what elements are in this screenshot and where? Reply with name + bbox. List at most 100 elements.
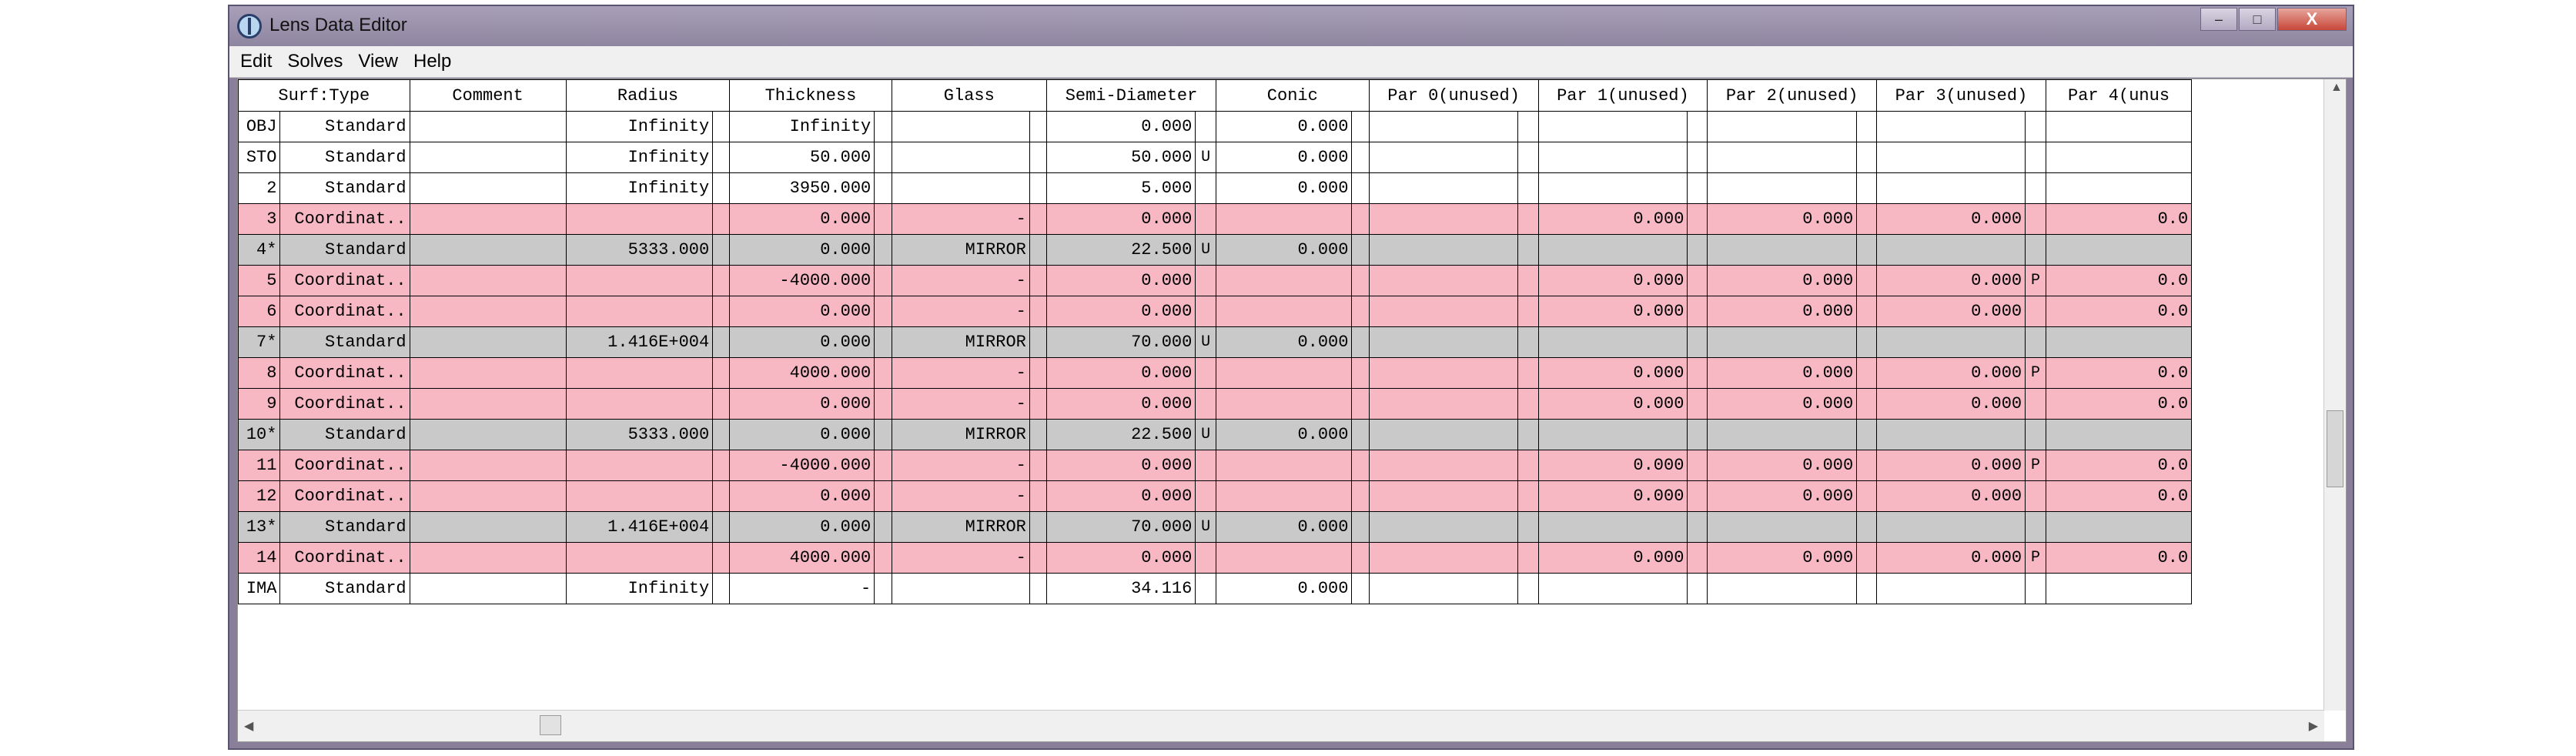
conic-solve-cell[interactable] bbox=[1351, 296, 1370, 327]
par0-cell[interactable] bbox=[1368, 542, 1519, 574]
semi-diameter-cell[interactable]: 0.000 bbox=[1046, 296, 1196, 327]
conic-solve-cell[interactable] bbox=[1351, 111, 1370, 142]
par2-cell[interactable]: 0.000 bbox=[1707, 203, 1858, 235]
conic-solve-cell[interactable] bbox=[1351, 142, 1370, 173]
menu-edit[interactable]: Edit bbox=[240, 51, 273, 72]
glass-solve-cell[interactable] bbox=[1029, 480, 1048, 512]
radius-cell[interactable]: 1.416E+004 bbox=[565, 511, 714, 543]
par3-solve-cell[interactable] bbox=[2025, 172, 2046, 204]
par2-solve-cell[interactable] bbox=[1856, 388, 1878, 420]
radius-solve-cell[interactable] bbox=[712, 573, 731, 604]
comment-cell[interactable] bbox=[409, 142, 567, 173]
par2-cell[interactable]: 0.000 bbox=[1707, 480, 1858, 512]
par3-cell[interactable] bbox=[1876, 172, 2026, 204]
par3-cell[interactable]: 0.000 bbox=[1876, 542, 2026, 574]
glass-cell[interactable]: MIRROR bbox=[891, 326, 1030, 358]
semi-diameter-solve-cell[interactable] bbox=[1195, 480, 1216, 512]
glass-solve-cell[interactable] bbox=[1029, 419, 1048, 450]
semi-diameter-cell[interactable]: 34.116 bbox=[1046, 573, 1196, 604]
radius-solve-cell[interactable] bbox=[712, 142, 731, 173]
par1-cell[interactable]: 0.000 bbox=[1537, 296, 1688, 327]
semi-diameter-solve-cell[interactable] bbox=[1195, 172, 1216, 204]
surface-type-cell[interactable]: Coordinat.. bbox=[279, 542, 410, 574]
par1-cell[interactable] bbox=[1537, 326, 1688, 358]
glass-cell[interactable]: - bbox=[891, 388, 1030, 420]
radius-cell[interactable] bbox=[565, 357, 714, 389]
par0-cell[interactable] bbox=[1368, 573, 1519, 604]
scroll-left-arrow-icon[interactable]: ◀ bbox=[244, 720, 254, 733]
par3-solve-cell[interactable]: P bbox=[2025, 357, 2046, 389]
par4-cell[interactable] bbox=[2045, 511, 2193, 543]
semi-diameter-cell[interactable]: 0.000 bbox=[1046, 111, 1196, 142]
par2-solve-cell[interactable] bbox=[1856, 419, 1878, 450]
par2-solve-cell[interactable] bbox=[1856, 573, 1878, 604]
semi-diameter-cell[interactable]: 0.000 bbox=[1046, 388, 1196, 420]
menu-view[interactable]: View bbox=[358, 51, 398, 72]
par2-solve-cell[interactable] bbox=[1856, 326, 1878, 358]
par3-solve-cell[interactable] bbox=[2025, 111, 2046, 142]
par1-cell[interactable]: 0.000 bbox=[1537, 542, 1688, 574]
surf-number-cell[interactable]: 2 bbox=[238, 172, 281, 204]
surf-number-cell[interactable]: 12 bbox=[238, 480, 281, 512]
radius-cell[interactable] bbox=[565, 480, 714, 512]
conic-cell[interactable] bbox=[1215, 357, 1353, 389]
radius-solve-cell[interactable] bbox=[712, 296, 731, 327]
par4-cell[interactable]: 0.0 bbox=[2045, 296, 2193, 327]
conic-cell[interactable]: 0.000 bbox=[1215, 511, 1353, 543]
par2-cell[interactable]: 0.000 bbox=[1707, 357, 1858, 389]
glass-solve-cell[interactable] bbox=[1029, 511, 1048, 543]
par1-solve-cell[interactable] bbox=[1687, 573, 1708, 604]
surf-number-cell[interactable]: 11 bbox=[238, 450, 281, 481]
glass-cell[interactable]: MIRROR bbox=[891, 419, 1030, 450]
thickness-solve-cell[interactable] bbox=[874, 111, 892, 142]
thickness-solve-cell[interactable] bbox=[874, 357, 892, 389]
par1-solve-cell[interactable] bbox=[1687, 296, 1708, 327]
par3-cell[interactable] bbox=[1876, 511, 2026, 543]
par1-solve-cell[interactable] bbox=[1687, 326, 1708, 358]
header-glass[interactable]: Glass bbox=[891, 79, 1048, 112]
par2-solve-cell[interactable] bbox=[1856, 511, 1878, 543]
conic-cell[interactable]: 0.000 bbox=[1215, 142, 1353, 173]
glass-cell[interactable]: MIRROR bbox=[891, 234, 1030, 266]
surface-type-cell[interactable]: Standard bbox=[279, 142, 410, 173]
surface-row[interactable]: 2 Standard Infinity 3950.000 5.000 0.000 bbox=[238, 172, 2324, 204]
thickness-cell[interactable]: -4000.000 bbox=[729, 450, 875, 481]
conic-cell[interactable]: 0.000 bbox=[1215, 573, 1353, 604]
surface-type-cell[interactable]: Coordinat.. bbox=[279, 296, 410, 327]
thickness-cell[interactable]: 0.000 bbox=[729, 388, 875, 420]
thickness-solve-cell[interactable] bbox=[874, 450, 892, 481]
par3-cell[interactable]: 0.000 bbox=[1876, 203, 2026, 235]
conic-cell[interactable] bbox=[1215, 203, 1353, 235]
semi-diameter-solve-cell[interactable] bbox=[1195, 542, 1216, 574]
thickness-cell[interactable]: -4000.000 bbox=[729, 265, 875, 296]
vertical-scrollbar[interactable]: ▲ bbox=[2323, 79, 2346, 711]
surface-row[interactable]: 3 Coordinat.. 0.000-0.000 0.000 0.000 0.000 0.… bbox=[238, 203, 2324, 235]
par2-solve-cell[interactable] bbox=[1856, 111, 1878, 142]
surface-row[interactable]: 6 Coordinat.. 0.000-0.000 0.000 0.000 0.000 0.… bbox=[238, 296, 2324, 327]
glass-solve-cell[interactable] bbox=[1029, 573, 1048, 604]
semi-diameter-solve-cell[interactable] bbox=[1195, 388, 1216, 420]
conic-cell[interactable] bbox=[1215, 450, 1353, 481]
radius-solve-cell[interactable] bbox=[712, 388, 731, 420]
par4-cell[interactable] bbox=[2045, 419, 2193, 450]
par0-cell[interactable] bbox=[1368, 388, 1519, 420]
par1-cell[interactable]: 0.000 bbox=[1537, 265, 1688, 296]
par0-solve-cell[interactable] bbox=[1517, 296, 1539, 327]
thickness-solve-cell[interactable] bbox=[874, 419, 892, 450]
semi-diameter-solve-cell[interactable] bbox=[1195, 111, 1216, 142]
surface-row[interactable]: 11 Coordinat.. -4000.000-0.000 0.000 0.000 0.… bbox=[238, 450, 2324, 481]
conic-solve-cell[interactable] bbox=[1351, 203, 1370, 235]
menu-solves[interactable]: Solves bbox=[287, 51, 343, 72]
par1-solve-cell[interactable] bbox=[1687, 419, 1708, 450]
thickness-solve-cell[interactable] bbox=[874, 296, 892, 327]
par2-cell[interactable] bbox=[1707, 142, 1858, 173]
header-thickness[interactable]: Thickness bbox=[729, 79, 892, 112]
par2-cell[interactable] bbox=[1707, 573, 1858, 604]
par0-cell[interactable] bbox=[1368, 203, 1519, 235]
radius-solve-cell[interactable] bbox=[712, 203, 731, 235]
thickness-cell[interactable]: 0.000 bbox=[729, 419, 875, 450]
surf-number-cell[interactable]: 6 bbox=[238, 296, 281, 327]
semi-diameter-cell[interactable]: 0.000 bbox=[1046, 203, 1196, 235]
par0-solve-cell[interactable] bbox=[1517, 573, 1539, 604]
semi-diameter-cell[interactable]: 0.000 bbox=[1046, 265, 1196, 296]
